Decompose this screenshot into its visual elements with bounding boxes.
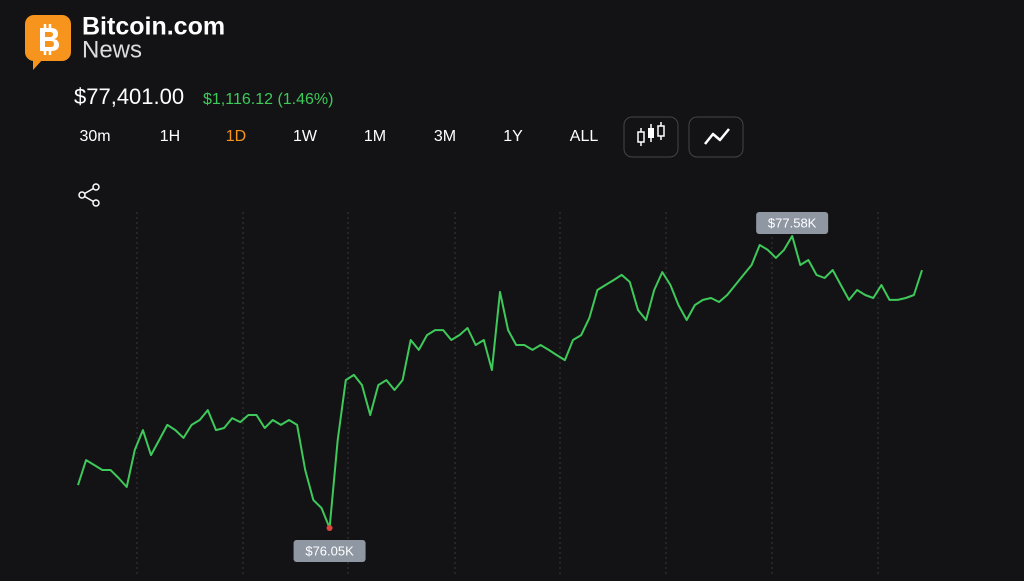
timeframe-tab[interactable]: 1M bbox=[364, 128, 386, 145]
share-button[interactable] bbox=[78, 183, 100, 207]
timeframe-tab[interactable]: 3M bbox=[434, 128, 456, 145]
candle-icon bbox=[637, 131, 645, 143]
timeframe-tab[interactable]: 1H bbox=[160, 128, 180, 145]
timeframe-tab[interactable]: ALL bbox=[570, 128, 599, 145]
extreme-label-box bbox=[756, 212, 829, 234]
share-icon bbox=[78, 191, 86, 199]
timeframe-tab[interactable]: 1W bbox=[293, 128, 318, 145]
button-frame bbox=[688, 116, 744, 158]
logo-glyph bbox=[40, 28, 59, 51]
min-point bbox=[326, 525, 333, 531]
price-chart: $77.58K $76.05K bbox=[77, 212, 923, 562]
timeframe-tabs: 30m 1H 1D 1W 1M 3M 1Y ALL bbox=[79, 128, 598, 145]
candle-button[interactable] bbox=[623, 116, 679, 158]
candle-icon bbox=[648, 128, 654, 138]
price-change: $1,116.12 (1.46%) bbox=[203, 91, 333, 108]
brand: Bitcoin.com bbox=[82, 13, 225, 41]
extreme-label-box bbox=[293, 540, 366, 562]
current-price: $77,401.00 bbox=[74, 84, 184, 109]
button-frame bbox=[623, 116, 679, 158]
share-icon bbox=[92, 199, 100, 207]
price-line bbox=[77, 235, 923, 529]
candle-icon bbox=[657, 125, 665, 137]
vertical-guides bbox=[136, 212, 879, 576]
timeframe-tab[interactable]: 30m bbox=[79, 128, 110, 145]
logo-glyph-bars bbox=[43, 24, 52, 55]
timeframe-tab[interactable]: 1D bbox=[226, 128, 246, 145]
logo-tail bbox=[33, 58, 44, 70]
extreme-label: $77.58K bbox=[768, 215, 817, 230]
logo bbox=[25, 15, 71, 70]
line-button[interactable] bbox=[688, 116, 744, 158]
timeframe-tab[interactable]: 1Y bbox=[503, 128, 523, 145]
extreme-label: $76.05K bbox=[305, 543, 354, 558]
share-icon bbox=[92, 183, 100, 191]
brand-sub: News bbox=[82, 36, 142, 63]
line-icon bbox=[704, 128, 730, 145]
